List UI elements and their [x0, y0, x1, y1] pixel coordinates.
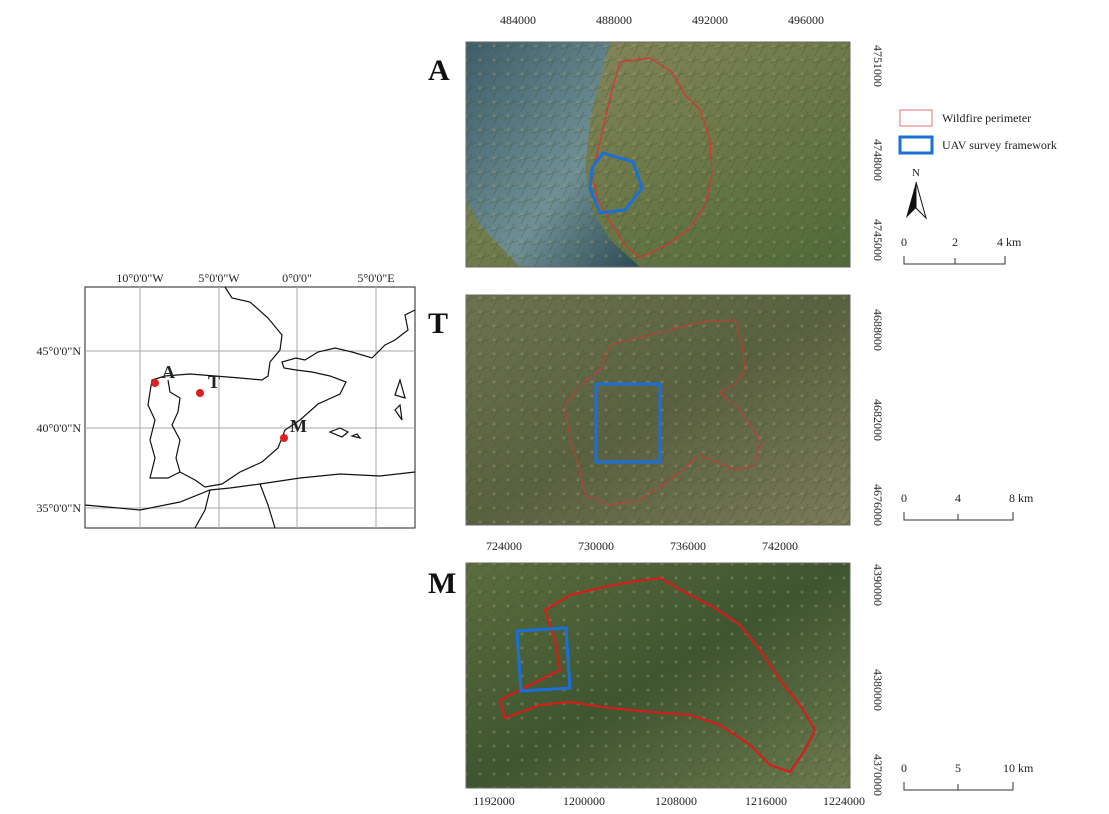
- y-coord: 4390000: [871, 564, 885, 606]
- x-coord: 1200000: [563, 794, 605, 808]
- scale-bar: 0 2 4 km: [901, 235, 1022, 264]
- x-coord: 496000: [788, 13, 824, 27]
- scale-label: 0: [901, 491, 907, 505]
- texture: [466, 563, 850, 788]
- x-coord: 492000: [692, 13, 728, 27]
- scale-bar: 0 5 10 km: [901, 761, 1034, 790]
- y-coord: 4745000: [871, 219, 885, 261]
- y-coord: 4676000: [871, 484, 885, 526]
- scale-label: 5: [955, 761, 961, 775]
- panel-label: M: [428, 567, 456, 600]
- panel-label: T: [428, 307, 448, 340]
- texture: [466, 42, 850, 267]
- lat-label: 35°0'0"N: [36, 501, 81, 515]
- site-label: M: [290, 416, 307, 436]
- scale-line: [904, 782, 1013, 790]
- y-coord: 4682000: [871, 399, 885, 441]
- x-coord: 488000: [596, 13, 632, 27]
- legend-label: Wildfire perimeter: [942, 111, 1031, 125]
- scale-label: 4: [955, 491, 961, 505]
- scale-label: 2: [952, 235, 958, 249]
- panel-a: A 484000 488000 492000 496000 4751000 47…: [428, 13, 885, 267]
- site-point: [151, 379, 159, 387]
- x-coord: 1224000: [823, 794, 865, 808]
- lon-label: 0°0'0": [282, 271, 312, 285]
- site-label: T: [208, 372, 220, 392]
- arrow-half: [916, 182, 926, 218]
- x-coord: 1192000: [473, 794, 515, 808]
- north-arrow: N: [906, 167, 926, 218]
- north-label: N: [912, 167, 920, 179]
- x-coord: 730000: [578, 539, 614, 553]
- x-coord: 736000: [670, 539, 706, 553]
- x-coord: 1216000: [745, 794, 787, 808]
- lon-label: 10°0'0"W: [116, 271, 164, 285]
- x-coord: 484000: [500, 13, 536, 27]
- site-label: A: [162, 362, 175, 382]
- panel-m: M 1192000 1200000 1208000 1216000 122400…: [428, 563, 885, 808]
- figure: A T M 10°0'0"W 5°0'0"W 0°0'0" 5°0'0"E 45…: [0, 0, 1109, 814]
- lat-label: 45°0'0"N: [36, 344, 81, 358]
- legend-swatch: [900, 110, 932, 126]
- site-point: [280, 434, 288, 442]
- scale-label: 10 km: [1003, 761, 1034, 775]
- panel-t: T 724000 730000 736000 742000 4688000 46…: [428, 295, 885, 553]
- legend: Wildfire perimeter UAV survey framework: [900, 110, 1057, 153]
- lon-label: 5°0'0"W: [198, 271, 240, 285]
- legend-label: UAV survey framework: [942, 138, 1057, 152]
- lon-label: 5°0'0"E: [357, 271, 394, 285]
- panel-label: A: [428, 54, 450, 87]
- texture: [466, 295, 850, 525]
- site-point: [196, 389, 204, 397]
- y-coord: 4380000: [871, 669, 885, 711]
- y-coord: 4688000: [871, 309, 885, 351]
- x-coord: 742000: [762, 539, 798, 553]
- y-coord: 4370000: [871, 754, 885, 796]
- scale-label: 0: [901, 761, 907, 775]
- scale-label: 0: [901, 235, 907, 249]
- scale-label: 4 km: [997, 235, 1022, 249]
- x-coord: 724000: [486, 539, 522, 553]
- scale-line: [904, 512, 1013, 520]
- overview-map: A T M 10°0'0"W 5°0'0"W 0°0'0" 5°0'0"E 45…: [36, 271, 415, 528]
- legend-swatch: [900, 137, 932, 153]
- scale-bar: 0 4 8 km: [901, 491, 1034, 520]
- y-coord: 4748000: [871, 139, 885, 181]
- arrow-half: [906, 182, 916, 218]
- x-coord: 1208000: [655, 794, 697, 808]
- map-frame: [85, 287, 415, 528]
- scale-label: 8 km: [1009, 491, 1034, 505]
- y-coord: 4751000: [871, 45, 885, 87]
- scale-line: [904, 256, 1005, 264]
- lat-label: 40°0'0"N: [36, 421, 81, 435]
